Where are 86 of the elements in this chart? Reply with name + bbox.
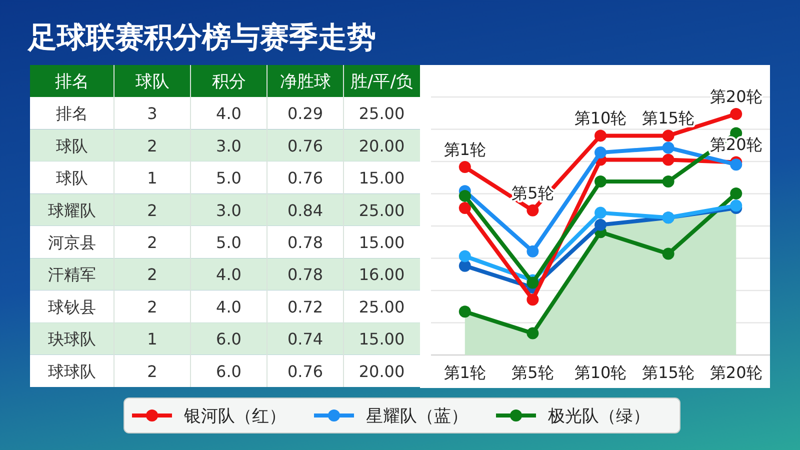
data-label: 0.76 [287,136,324,156]
point [458,161,471,174]
data-label: 0.74 [287,330,324,349]
data-label: 20.00 [358,136,405,156]
chart-title: 足球联赛积分榜与赛季走势 [27,20,376,54]
data-label: 3.0 [216,200,242,220]
x-tick-label: 第15轮 [642,363,694,382]
y-tick-label: 球钬县 [48,297,96,316]
point [662,142,674,154]
point [594,206,606,219]
data-label: 15.00 [358,330,405,349]
data-label: 2 [147,233,158,252]
point [458,306,471,318]
point [458,190,471,202]
data-label: 15.00 [358,168,405,188]
point [526,204,539,216]
x-tick-label: 第1轮 [444,363,486,382]
data-label: 2 [147,265,158,284]
data-label: 2 [147,200,158,220]
x-tick-label: 积分 [212,72,246,92]
data-label: 6.0 [216,362,242,381]
point [458,250,471,262]
data-label: 3.0 [216,136,242,156]
data-label: 4.0 [216,104,242,124]
data-label: 16.00 [358,265,405,284]
point [662,248,674,260]
y-tick-label: 球队 [56,168,88,188]
data-label: 25.00 [358,297,405,316]
legend-label: 银河队（红） [183,406,286,426]
data-label: 5.0 [216,233,242,252]
data-label: 4.0 [216,297,242,316]
annotation: 第20轮 [710,87,762,106]
y-tick-label: 排名 [56,104,88,124]
point [662,154,674,166]
point [730,158,742,171]
data-label: 1 [147,330,158,349]
data-label: 0.84 [287,200,324,220]
data-label: 0.76 [287,168,324,188]
annotation: 第15轮 [642,108,694,128]
data-label: 0.72 [287,297,324,316]
data-label: 5.0 [216,168,242,188]
data-label: 25.00 [358,200,405,220]
point [526,294,539,306]
point [730,188,742,200]
data-label: 1 [147,168,158,188]
legend-label: 极光队（绿） [547,406,650,426]
data-label: 20.00 [358,362,405,381]
point [594,218,606,231]
y-tick-label: 玦球队 [48,330,96,349]
data-label: 6.0 [216,330,242,349]
point [526,327,539,340]
y-tick-label: 球耀队 [48,200,96,220]
x-tick-label: 第10轮 [574,363,627,382]
annotation: 第10轮 [574,108,627,128]
point [526,245,539,258]
data-label: 3 [147,104,158,124]
point [594,146,606,159]
data-label: 2 [147,297,158,316]
point [458,202,471,214]
x-tick-label: 净胜球 [280,72,331,92]
y-tick-label: 汗精军 [48,265,96,284]
point [594,130,606,142]
annotation: 第1轮 [444,140,486,160]
point [458,260,471,272]
x-tick-label: 胜/平/负 [350,72,413,92]
data-label: 0.78 [287,233,324,252]
point [662,130,674,142]
y-tick-label: 球球队 [48,362,96,381]
x-tick-label: 第5轮 [512,363,554,382]
y-tick-label: 球队 [56,136,88,156]
data-label: 0.78 [287,265,324,284]
legend-label: 星耀队（蓝） [366,406,468,426]
data-label: 2 [147,362,158,381]
x-tick-label: 球队 [135,72,170,92]
point [526,276,539,289]
point [730,108,742,120]
data-label: 0.76 [287,362,324,381]
data-label: 4.0 [216,265,242,284]
data-label: 25.00 [358,104,405,124]
x-tick-label: 第20轮 [710,363,762,382]
data-label: 2 [147,136,158,156]
data-label: 0.29 [287,104,324,124]
data-label: 15.00 [358,233,405,252]
point [594,175,606,188]
y-tick-label: 河京县 [48,233,96,252]
point [662,175,674,188]
